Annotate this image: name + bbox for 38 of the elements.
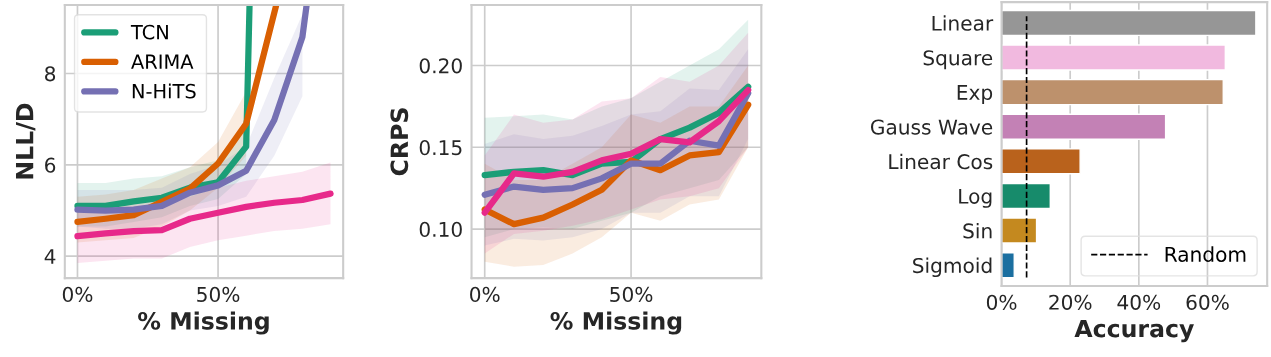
x-tick-label: 20%: [1049, 294, 1092, 310]
bar: [1001, 44, 1227, 71]
y-tick-label: Log: [959, 188, 992, 208]
y-tick-label: 0.10: [419, 221, 462, 237]
x-tick-label: 60%: [1186, 294, 1229, 310]
bar: [1001, 217, 1038, 244]
y-tick-label: Square: [923, 50, 993, 70]
y-tick-label: 8: [45, 66, 56, 82]
y-tick-label: Sin: [963, 222, 992, 239]
legend-label: ARIMA: [131, 54, 194, 69]
ref-line-label: Random: [1165, 246, 1246, 262]
bar: [1001, 9, 1257, 37]
x-axis-title: % Missing: [550, 311, 682, 335]
y-tick-label: 6: [45, 157, 56, 173]
bar: [1001, 182, 1051, 210]
y-tick-label: 4: [44, 249, 56, 264]
legend-label: TCN: [130, 24, 168, 40]
x-axis-title: Accuracy: [1074, 319, 1194, 343]
y-tick-label: Linear: [932, 15, 994, 31]
x-tick-label: 0%: [62, 286, 93, 303]
legend-label: N-HiTS: [132, 83, 196, 99]
y-tick-label: 0.20: [419, 58, 462, 74]
bar: [1001, 78, 1224, 106]
x-tick-label: 40%: [1117, 294, 1161, 310]
y-tick-label: Linear Cos: [889, 153, 993, 170]
x-tick-label: 0%: [470, 286, 500, 303]
x-tick-label: 50%: [197, 286, 240, 303]
x-tick-label: 0%: [986, 294, 1017, 310]
y-axis-title: CRPS: [390, 108, 409, 176]
bar: [1001, 148, 1081, 175]
y-tick-label: Exp: [957, 85, 993, 104]
y-axis-title: NLL/D: [15, 103, 36, 179]
y-tick-label: Sigmoid: [913, 257, 992, 278]
y-tick-label: Gauss Wave: [870, 119, 993, 135]
y-tick-label: 0.15: [419, 139, 462, 156]
x-tick-label: 50%: [610, 286, 653, 303]
bar: [1001, 113, 1167, 140]
x-axis-title: % Missing: [138, 311, 269, 335]
